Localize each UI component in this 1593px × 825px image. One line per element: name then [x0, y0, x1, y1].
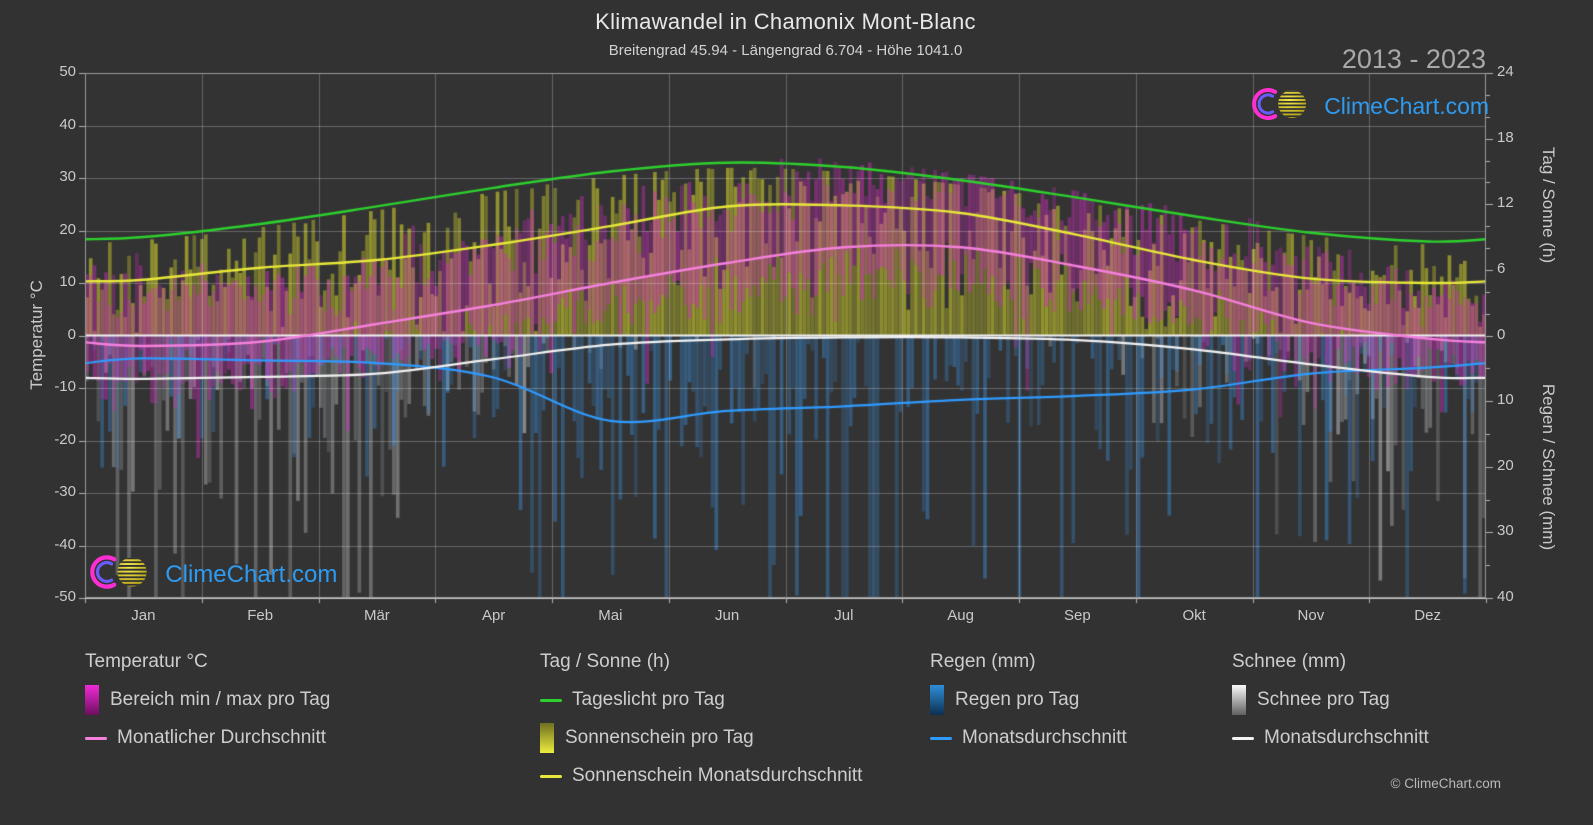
month-label: Jan — [131, 607, 156, 624]
temp-tick-label: 0 — [67, 325, 76, 343]
precip-tick-label: 30 — [1497, 522, 1514, 540]
temp-tick-label: 50 — [59, 63, 76, 80]
watermark-top-right: ClimeChart.com — [1250, 82, 1489, 131]
sun-tick-label: 6 — [1497, 259, 1506, 277]
precip-tick-label: 10 — [1497, 391, 1514, 409]
sun-tick-label: 24 — [1497, 63, 1514, 80]
climechart-logo-icon — [88, 549, 159, 600]
brand-text: ClimeChart.com — [165, 560, 338, 588]
y-axis-title-sun: Tag / Sonne (h) — [1539, 146, 1558, 264]
month-label: Okt — [1182, 607, 1206, 624]
temp-tick-label: 10 — [59, 273, 76, 290]
temp-tick-label: 20 — [59, 220, 76, 238]
page-title: Klimawandel in Chamonix Mont-Blanc — [595, 9, 976, 34]
temp-tick-label: -40 — [54, 535, 76, 553]
month-label: Sep — [1064, 607, 1091, 624]
precip-tick-label: 20 — [1497, 456, 1514, 474]
temp-tick-label: -20 — [54, 430, 76, 448]
month-label: Dez — [1414, 607, 1441, 624]
month-label: Mär — [363, 607, 390, 624]
temp-tick-label: -50 — [54, 588, 76, 605]
month-label: Jun — [715, 607, 740, 624]
sun-tick-label: 0 — [1497, 325, 1506, 343]
page-subtitle: Breitengrad 45.94 - Längengrad 6.704 - H… — [608, 42, 963, 59]
brand-text: ClimeChart.com — [1324, 93, 1490, 119]
sun-tick-label: 12 — [1497, 194, 1514, 212]
temp-tick-label: 40 — [59, 115, 76, 133]
month-label: Nov — [1297, 607, 1325, 624]
month-label: Jul — [834, 607, 854, 624]
year-range: 2013 - 2023 — [1341, 44, 1486, 74]
temp-tick-label: 30 — [59, 168, 76, 185]
precip-tick-label: 40 — [1497, 588, 1514, 605]
temp-tick-label: -10 — [54, 378, 76, 395]
month-label: Apr — [481, 607, 506, 624]
month-label: Aug — [947, 607, 974, 624]
month-label: Feb — [247, 607, 274, 624]
month-label: Mai — [598, 607, 623, 624]
copyright-text: © ClimeChart.com — [1390, 776, 1501, 791]
watermark-bottom-left: ClimeChart.com — [88, 549, 337, 600]
temp-tick-label: -30 — [54, 483, 76, 500]
climechart-logo-icon — [1250, 82, 1318, 131]
y-axis-title-precip: Regen / Schnee (mm) — [1539, 383, 1558, 551]
sun-tick-label: 18 — [1497, 128, 1514, 146]
